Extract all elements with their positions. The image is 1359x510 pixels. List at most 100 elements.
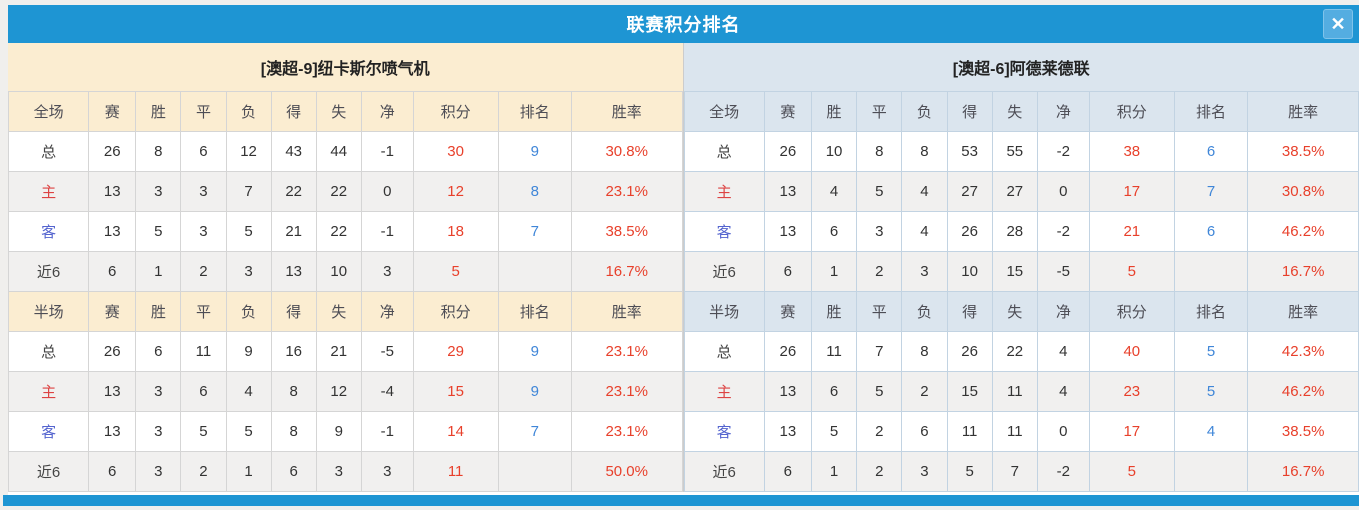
stat-cell: 22 <box>270 171 317 212</box>
column-header: 失 <box>991 91 1038 132</box>
column-header: 胜率 <box>570 91 683 132</box>
column-header: 赛 <box>88 291 137 332</box>
stat-cell: 5 <box>856 171 903 212</box>
column-header-row: 全场赛胜平负得失净积分 排名 胜率 <box>7 91 683 132</box>
stat-cell: 8 <box>901 331 948 372</box>
stat-cell: 8 <box>270 371 317 412</box>
stat-cell: 11 <box>810 331 858 372</box>
stat-cell: 6 <box>88 251 137 292</box>
stat-cell: -1 <box>360 211 414 252</box>
stat-cell: 11 <box>180 331 227 372</box>
column-header: 全场 <box>683 91 765 132</box>
stats-row: 客 13 6 3 4 26 28 -2 21 6 46.2% <box>683 211 1359 252</box>
stat-cell: 26 <box>946 331 993 372</box>
stat-cell: 2 <box>856 451 903 492</box>
stats-row: 近6 6 1 2 3 5 7 -2 5 16.7% <box>683 451 1359 492</box>
winrate-cell: 23.1% <box>570 411 683 452</box>
stat-cell: 2 <box>901 371 948 412</box>
stat-cell: 22 <box>991 331 1038 372</box>
stat-cell: -2 <box>1036 451 1090 492</box>
row-label: 客 <box>683 411 765 452</box>
row-label: 总 <box>7 131 90 172</box>
stat-cell: 6 <box>901 411 948 452</box>
column-header: 胜率 <box>1247 291 1359 332</box>
stat-cell: 26 <box>763 131 812 172</box>
column-header: 胜 <box>810 91 858 132</box>
stat-cell: 6 <box>180 131 227 172</box>
points-cell: 29 <box>412 331 499 372</box>
stat-cell: 3 <box>360 451 414 492</box>
stat-cell: 6 <box>88 451 137 492</box>
standings-content: [澳超-9]纽卡斯尔喷气机 全场赛胜平负得失净积分 排名 胜率总 26 8 6 12 43 44… <box>7 43 1359 492</box>
points-cell: 18 <box>412 211 499 252</box>
stats-row: 总 26 6 11 9 16 21 -5 29 9 23.1% <box>7 331 683 372</box>
stat-cell: 53 <box>946 131 993 172</box>
stats-row: 主 13 4 5 4 27 27 0 17 7 30.8% <box>683 171 1359 212</box>
stat-cell: 4 <box>810 171 858 212</box>
stat-cell: 13 <box>88 411 137 452</box>
stat-cell: 6 <box>763 251 812 292</box>
stat-cell: 0 <box>1036 411 1090 452</box>
column-header: 胜率 <box>1247 91 1359 132</box>
stats-row: 主 13 3 3 7 22 22 0 12 8 23.1% <box>7 171 683 212</box>
stat-cell: 4 <box>901 211 948 252</box>
stat-cell: 55 <box>991 131 1038 172</box>
row-label: 客 <box>683 211 765 252</box>
rank-cell: 9 <box>497 331 572 372</box>
close-button[interactable]: ✕ <box>1323 9 1353 39</box>
stat-cell: 11 <box>991 371 1038 412</box>
winrate-cell: 38.5% <box>1247 131 1359 172</box>
stats-row: 客 13 5 2 6 11 11 0 17 4 38.5% <box>683 411 1359 452</box>
column-header: 失 <box>991 291 1038 332</box>
stat-cell: 27 <box>991 171 1038 212</box>
winrate-cell: 30.8% <box>570 131 683 172</box>
stat-cell: 13 <box>88 211 137 252</box>
column-header: 排名 <box>497 291 572 332</box>
stat-cell: -1 <box>360 131 414 172</box>
stats-row: 主 13 6 5 2 15 11 4 23 5 46.2% <box>683 371 1359 412</box>
points-cell: 15 <box>412 371 499 412</box>
winrate-cell: 42.3% <box>1247 331 1359 372</box>
away-team-name: [澳超-6]阿德莱德联 <box>683 43 1359 91</box>
stat-cell: 22 <box>315 171 362 212</box>
stat-cell: 9 <box>225 331 272 372</box>
league-standings-dialog: 联赛积分排名 ✕ [澳超-9]纽卡斯尔喷气机 全场赛胜平负得失净积分 排名 胜率总 2… <box>3 5 1359 506</box>
stat-cell: 4 <box>1036 371 1090 412</box>
column-header: 全场 <box>7 91 90 132</box>
stat-cell: 26 <box>763 331 812 372</box>
stat-cell: 26 <box>946 211 993 252</box>
stat-cell: 8 <box>135 131 182 172</box>
stats-row: 客 13 5 3 5 21 22 -1 18 7 38.5% <box>7 211 683 252</box>
rank-cell: 4 <box>1173 411 1249 452</box>
stat-cell: 3 <box>315 451 362 492</box>
stat-cell: 6 <box>810 211 858 252</box>
rank-cell: 5 <box>1173 371 1249 412</box>
stat-cell: 3 <box>180 211 227 252</box>
stat-cell: 1 <box>810 251 858 292</box>
stat-cell: 6 <box>270 451 317 492</box>
rank-cell: 6 <box>1173 131 1249 172</box>
column-header: 失 <box>315 91 362 132</box>
winrate-cell: 30.8% <box>1247 171 1359 212</box>
winrate-cell: 46.2% <box>1247 371 1359 412</box>
dialog-title: 联赛积分排名 <box>626 15 741 35</box>
bottom-bar <box>3 495 1359 506</box>
stat-cell: 3 <box>901 251 948 292</box>
rank-cell: 7 <box>1173 171 1249 212</box>
stat-cell: 44 <box>315 131 362 172</box>
rank-cell: 5 <box>1173 331 1249 372</box>
stat-cell: 0 <box>360 171 414 212</box>
column-header: 积分 <box>1088 91 1175 132</box>
dialog-titlebar: 联赛积分排名 ✕ <box>8 5 1359 43</box>
column-header: 平 <box>180 291 227 332</box>
column-header: 净 <box>360 291 414 332</box>
stat-cell: 13 <box>270 251 317 292</box>
stat-cell: 27 <box>946 171 993 212</box>
column-header: 负 <box>901 91 948 132</box>
points-cell: 23 <box>1088 371 1175 412</box>
stat-cell: 1 <box>810 451 858 492</box>
stat-cell: 26 <box>88 331 137 372</box>
stat-cell: 13 <box>763 171 812 212</box>
column-header: 净 <box>1036 91 1090 132</box>
winrate-cell: 23.1% <box>570 371 683 412</box>
